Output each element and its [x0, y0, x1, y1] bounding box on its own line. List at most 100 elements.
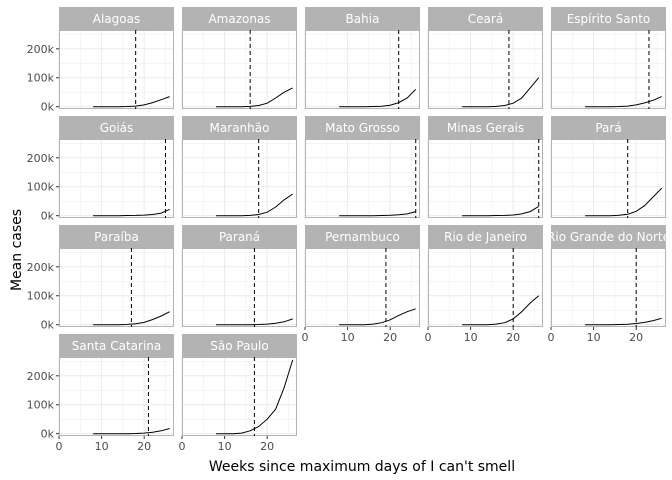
- facet-strip: [59, 225, 174, 248]
- facet-panel: Rio Grande do Norte 0 10 20: [547, 225, 670, 344]
- panel-border: [305, 30, 420, 109]
- series-line: [462, 205, 539, 217]
- y-tick-label: 0k: [41, 101, 55, 114]
- panel-border: [59, 30, 174, 109]
- series-line: [216, 359, 294, 435]
- facet-strip-label: Ceará: [468, 12, 503, 26]
- panel-border: [182, 248, 297, 327]
- facet-panel: Espírito Santo: [550, 7, 666, 109]
- facet-strip-label: Bahia: [346, 12, 380, 26]
- series-line: [339, 88, 417, 108]
- series-line: [585, 187, 663, 217]
- facet-strip: [182, 334, 297, 357]
- facet-strip: [182, 7, 297, 30]
- panel-border: [551, 248, 666, 327]
- facet-strip-label: São Paulo: [210, 339, 268, 353]
- series-line: [93, 96, 170, 108]
- x-tick-label: 20: [506, 331, 520, 344]
- series-line: [339, 211, 416, 217]
- y-tick-label: 100k: [27, 72, 55, 85]
- y-axis-title: Mean cases: [9, 209, 25, 291]
- x-tick-label: 10: [341, 331, 355, 344]
- facet-strip-label: Pernambuco: [325, 230, 400, 244]
- panel-background: [182, 139, 297, 218]
- panel-background: [59, 30, 174, 109]
- facet-strip: [182, 225, 297, 248]
- facet-strip: [59, 7, 174, 30]
- x-tick-label: 20: [260, 440, 274, 453]
- panel-border: [428, 248, 543, 327]
- series-line: [216, 318, 293, 326]
- facet-panel: Rio de Janeiro 0 10 20: [425, 225, 543, 344]
- panel-border: [182, 30, 297, 109]
- panel-background: [59, 248, 174, 327]
- y-tick-label: 200k: [27, 261, 55, 274]
- facet-strip-label: Espírito Santo: [567, 12, 651, 26]
- x-tick-label: 20: [137, 440, 151, 453]
- facet-panel: Maranhão: [181, 116, 297, 218]
- panel-border: [428, 139, 543, 218]
- facet-strip: [428, 225, 543, 248]
- series-line: [93, 311, 170, 326]
- series-line: [585, 317, 662, 326]
- facet-strip-label: Minas Gerais: [447, 121, 524, 135]
- panel-background: [551, 139, 666, 218]
- panel-background: [428, 248, 543, 327]
- x-tick-label: 0: [179, 440, 186, 453]
- facet-panel: Goiás 0k 100k 200k: [27, 116, 174, 223]
- series-line: [462, 295, 540, 326]
- x-tick-label: 0: [302, 331, 309, 344]
- x-axis-title: Weeks since maximum days of I can't smel…: [209, 459, 515, 475]
- facet-strip: [428, 7, 543, 30]
- facet-strip-label: Goiás: [100, 121, 134, 135]
- panel-border: [305, 248, 420, 327]
- panel-background: [305, 139, 420, 218]
- facet-strip: [551, 116, 666, 139]
- panel-border: [305, 139, 420, 218]
- y-tick-label: 0k: [41, 210, 55, 223]
- panel-border: [182, 139, 297, 218]
- panel-border: [182, 357, 297, 436]
- x-tick-label: 10: [218, 440, 232, 453]
- panel-border: [59, 139, 174, 218]
- y-tick-label: 200k: [27, 152, 55, 165]
- panel-background: [551, 248, 666, 327]
- series-line: [462, 77, 540, 108]
- facet-strip-label: Paraíba: [94, 230, 139, 244]
- facet-strip-label: Rio de Janeiro: [444, 230, 527, 244]
- panel-border: [551, 30, 666, 109]
- series-line: [93, 208, 170, 217]
- panel-background: [59, 357, 174, 436]
- panel-background: [551, 30, 666, 109]
- facet-strip: [182, 116, 297, 139]
- panel-background: [305, 30, 420, 109]
- facet-panel: Santa Catarina 0k 100k 200k 0 10 20: [27, 334, 174, 453]
- series-line: [93, 428, 170, 435]
- facet-strip-label: Mato Grosso: [325, 121, 400, 135]
- facet-strip: [59, 116, 174, 139]
- facet-panel: Paraná: [181, 225, 297, 327]
- x-tick-label: 0: [56, 440, 63, 453]
- series-line: [339, 308, 416, 326]
- series-line: [216, 87, 293, 108]
- facet-panel: São Paulo 0 10 20: [179, 334, 297, 453]
- y-tick-label: 100k: [27, 399, 55, 412]
- x-tick-label: 0: [548, 331, 555, 344]
- panel-border: [551, 139, 666, 218]
- facet-panel: Ceará: [427, 7, 543, 109]
- facet-panel: Bahia: [304, 7, 420, 109]
- panel-background: [182, 357, 297, 436]
- facet-strip-label: Maranhão: [210, 121, 270, 135]
- facet-panel: Alagoas 0k 100k 200k: [27, 7, 174, 114]
- facet-panel: Paraíba 0k 100k 200k: [27, 225, 174, 332]
- x-tick-label: 0: [425, 331, 432, 344]
- y-tick-label: 0k: [41, 319, 55, 332]
- facet-panel: Amazonas: [181, 7, 297, 109]
- facet-strip: [551, 7, 666, 30]
- y-tick-label: 0k: [41, 428, 55, 441]
- panel-background: [428, 30, 543, 109]
- facet-strip-label: Pará: [595, 121, 621, 135]
- series-line: [585, 96, 662, 108]
- panel-background: [59, 139, 174, 218]
